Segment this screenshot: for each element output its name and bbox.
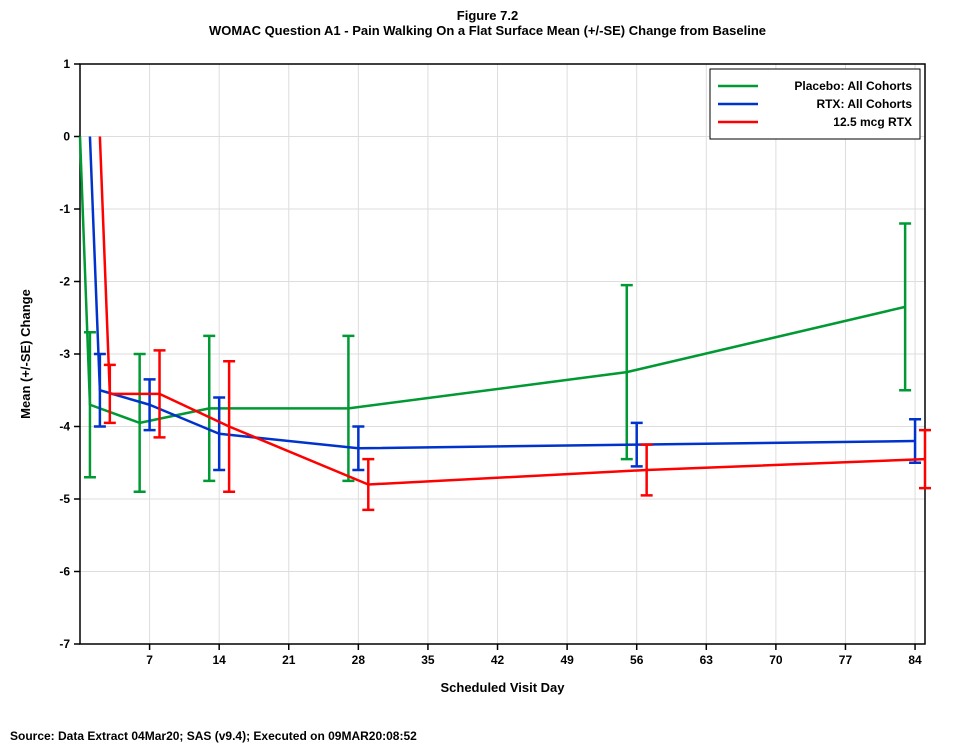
svg-text:0: 0 — [63, 130, 70, 144]
svg-text:-1: -1 — [59, 202, 70, 216]
svg-text:Scheduled Visit Day: Scheduled Visit Day — [440, 680, 565, 695]
svg-text:-2: -2 — [59, 275, 70, 289]
svg-text:12.5 mcg RTX: 12.5 mcg RTX — [833, 115, 912, 129]
svg-text:42: 42 — [491, 653, 505, 667]
svg-text:14: 14 — [212, 653, 226, 667]
figure-label: Figure 7.2 — [0, 0, 975, 23]
svg-text:56: 56 — [630, 653, 644, 667]
svg-text:-6: -6 — [59, 565, 70, 579]
svg-text:70: 70 — [769, 653, 783, 667]
figure-page: Figure 7.2 WOMAC Question A1 - Pain Walk… — [0, 0, 975, 753]
source-note: Source: Data Extract 04Mar20; SAS (v9.4)… — [10, 729, 417, 743]
svg-text:63: 63 — [700, 653, 714, 667]
line-chart: 7 14 21 28 35 42 49 56 63 70 77 84 -7 -6 -5 -4 -3 -2 -1 0 1 S… — [0, 44, 955, 714]
svg-text:-3: -3 — [59, 347, 70, 361]
svg-text:28: 28 — [352, 653, 366, 667]
svg-text:-5: -5 — [59, 492, 70, 506]
svg-text:-7: -7 — [59, 637, 70, 651]
svg-text:-4: -4 — [59, 420, 70, 434]
svg-text:RTX: All Cohorts: RTX: All Cohorts — [816, 97, 912, 111]
svg-text:Mean (+/-SE) Change: Mean (+/-SE) Change — [18, 289, 33, 419]
svg-text:84: 84 — [908, 653, 922, 667]
svg-text:77: 77 — [839, 653, 853, 667]
svg-text:Placebo: All Cohorts: Placebo: All Cohorts — [794, 79, 912, 93]
svg-text:35: 35 — [421, 653, 435, 667]
svg-text:1: 1 — [63, 57, 70, 71]
svg-text:21: 21 — [282, 653, 296, 667]
svg-text:49: 49 — [560, 653, 574, 667]
svg-text:7: 7 — [146, 653, 153, 667]
figure-title: WOMAC Question A1 - Pain Walking On a Fl… — [0, 23, 975, 38]
